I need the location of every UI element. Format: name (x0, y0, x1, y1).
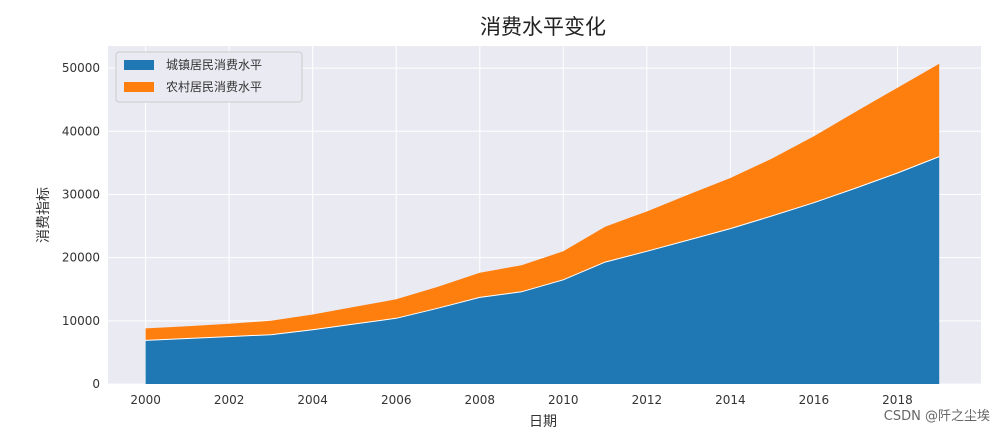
x-tick-label: 2012 (632, 393, 663, 407)
y-tick-label: 20000 (62, 251, 100, 265)
x-tick-label: 2004 (297, 393, 328, 407)
x-tick-label: 2008 (464, 393, 495, 407)
x-axis-label: 日期 (529, 414, 557, 430)
y-tick-label: 50000 (62, 61, 100, 75)
series-boundary-line (145, 156, 940, 341)
y-tick-label: 30000 (62, 187, 100, 201)
x-tick-label: 2018 (882, 393, 913, 407)
x-tick-label: 2006 (381, 393, 412, 407)
area-series-urban (145, 156, 940, 384)
area-series-rural (145, 63, 940, 341)
area-series-group (145, 63, 940, 384)
x-tick-label: 2016 (799, 393, 830, 407)
legend-swatch-rural (124, 82, 154, 92)
chart-title: 消费水平变化 (480, 15, 606, 39)
watermark: CSDN @阡之尘埃 (883, 409, 990, 424)
x-tick-label: 2014 (715, 393, 746, 407)
legend-box (115, 51, 303, 103)
legend-label-urban: 城镇居民消费水平 (166, 58, 262, 72)
y-tick-label: 40000 (62, 124, 100, 138)
legend-swatch-urban (124, 60, 154, 70)
y-tick-labels: 0 10000 20000 30000 40000 50000 (62, 61, 100, 391)
legend: 城镇居民消费水平 农村居民消费水平 (115, 51, 303, 103)
legend-label-rural: 农村居民消费水平 (166, 80, 262, 94)
x-tick-label: 2002 (214, 393, 245, 407)
x-tick-label: 2000 (130, 393, 161, 407)
y-tick-label: 0 (92, 377, 100, 391)
y-tick-label: 10000 (62, 314, 100, 328)
x-tick-label: 2010 (548, 393, 579, 407)
x-tick-labels: 2000 2002 2004 2006 2008 2010 2012 2014 2016 2018 (130, 393, 912, 407)
y-axis-label: 消费指标 (36, 187, 52, 243)
